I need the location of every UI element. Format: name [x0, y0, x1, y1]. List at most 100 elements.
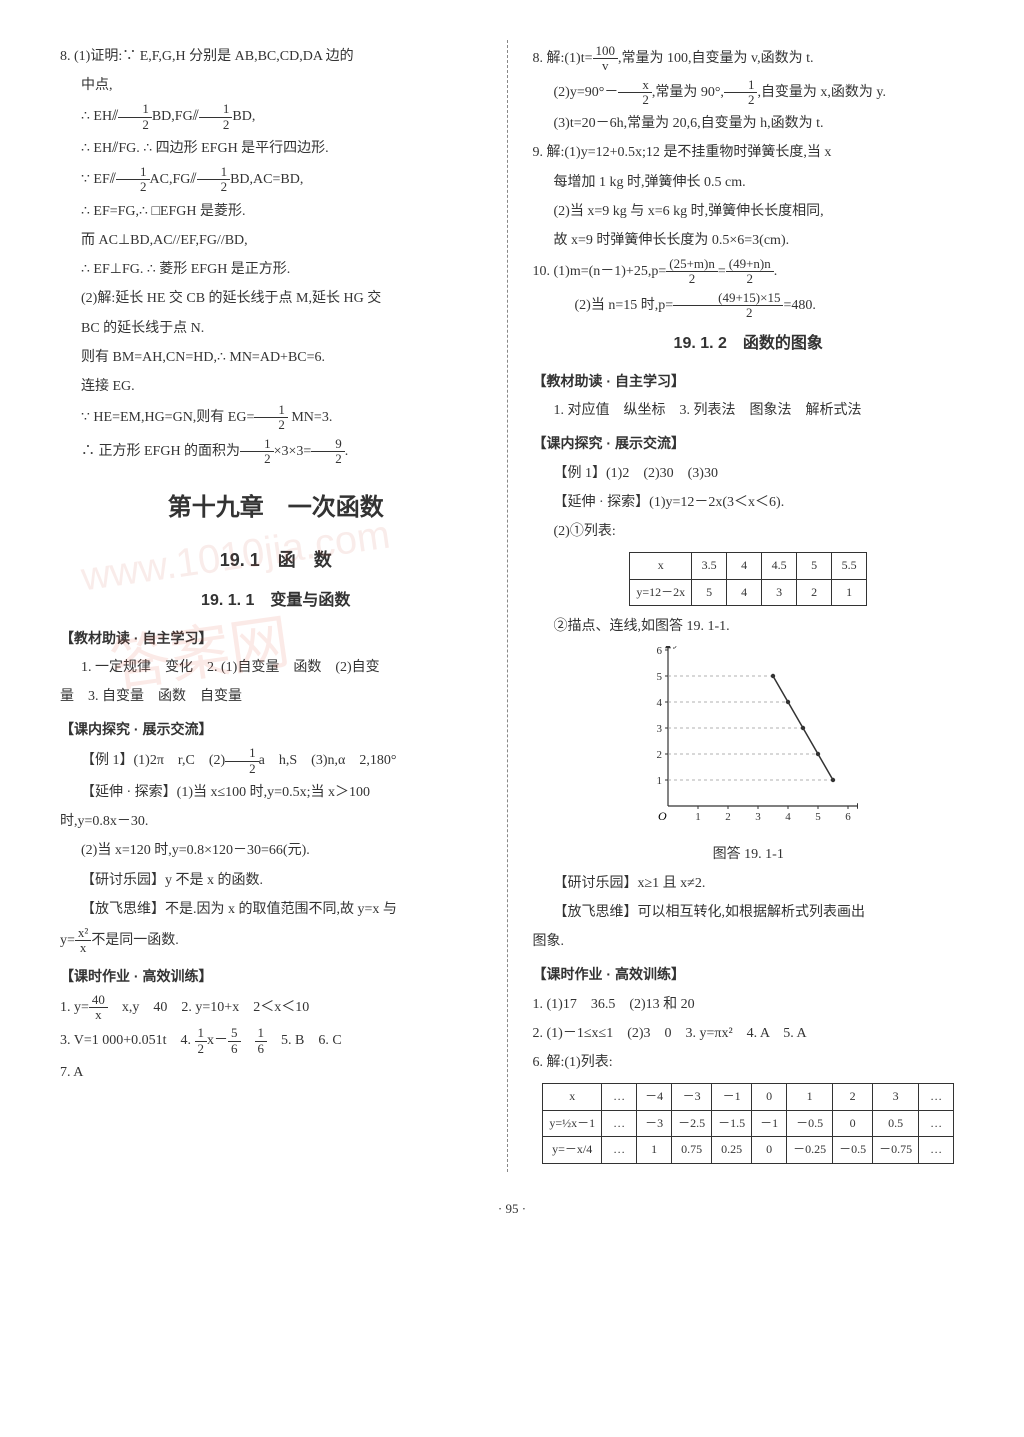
txt: x,y 40 2. y=10+x 2＜x＜10 — [108, 1000, 309, 1015]
txt: 不是同一函数. — [91, 933, 179, 948]
txt: a h,S (3)n,α 2,180° — [259, 753, 397, 768]
txt: ∵ EF⫽ — [81, 172, 116, 187]
r-ffs: 【放飞思维】可以相互转化,如根据解析式列表画出 — [533, 900, 965, 925]
subsection-title: 19. 1. 1 变量与函数 — [60, 587, 492, 616]
heading-kenei-r: 【课内探究 · 展示交流】 — [533, 431, 965, 456]
txt: 3. V=1 000+0.051t 4. — [60, 1033, 195, 1048]
table-cell: 0.75 — [672, 1137, 712, 1164]
txt: 8. 解:(1)t= — [533, 51, 593, 66]
heading-zizhu-r: 【教材助读 · 自主学习】 — [533, 369, 965, 394]
frac-100v: 100v — [593, 44, 619, 74]
p8-l4: ∴ EH⫽FG. ∴ 四边形 EFGH 是平行四边形. — [60, 136, 492, 161]
p8-l1: 8. (1)证明:∵ E,F,G,H 分别是 AB,BC,CD,DA 边的 — [60, 44, 492, 69]
svg-text:3: 3 — [756, 811, 762, 823]
r-q8-l1: 8. 解:(1)t=100v,常量为 100,自变量为 v,函数为 t. — [533, 44, 965, 74]
heading-kenei: 【课内探究 · 展示交流】 — [60, 717, 492, 742]
table-cell: 5.5 — [832, 553, 867, 580]
p8-l10: BC 的延长线于点 N. — [60, 316, 492, 341]
svg-text:2: 2 — [726, 811, 732, 823]
table-cell: 2 — [797, 579, 832, 606]
txt: = — [718, 264, 726, 279]
frac-half: 12 — [118, 102, 152, 132]
p8-l2: 中点, — [60, 73, 492, 98]
frac-half: 12 — [225, 746, 259, 776]
r-t1: 1. 对应值 纵坐标 3. 列表法 图象法 解析式法 — [533, 398, 965, 423]
line-graph: 123456123456yxO — [638, 646, 858, 836]
q3: 3. V=1 000+0.051t 4. 12x－56 16 5. B 6. C — [60, 1026, 492, 1056]
txt: (2)y=90°－ — [554, 85, 619, 100]
heading-zuoye: 【课时作业 · 高效训练】 — [60, 964, 492, 989]
r-ytly: 【研讨乐园】x≥1 且 x≠2. — [533, 871, 965, 896]
p8-l12: 连接 EG. — [60, 374, 492, 399]
txt: =480. — [783, 298, 815, 313]
table-cell: 0 — [833, 1110, 873, 1137]
table-cell: 3.5 — [692, 553, 727, 580]
txt: AC,FG⫽ — [150, 172, 197, 187]
p8-l5: ∵ EF⫽12AC,FG⫽12BD,AC=BD, — [60, 165, 492, 195]
graph-caption: 图答 19. 1-1 — [533, 842, 965, 867]
p8-l6: ∴ EF=FG,∴ □EFGH 是菱形. — [60, 199, 492, 224]
txt: 【例 1】(1)2π r,C (2) — [81, 753, 225, 768]
q7: 7. A — [60, 1060, 492, 1085]
table-cell: 1 — [787, 1084, 833, 1111]
table-cell: －2.5 — [672, 1110, 712, 1137]
r-ex1: 【例 1】(1)2 (2)30 (3)30 — [533, 461, 965, 486]
txt: 1. y= — [60, 1000, 89, 1015]
r-q9-l1: 9. 解:(1)y=12+0.5x;12 是不挂重物时弹簧长度,当 x — [533, 140, 965, 165]
table-cell: 4 — [727, 579, 762, 606]
r-q6: 6. 解:(1)列表: — [533, 1050, 965, 1075]
frac-half: 12 — [116, 165, 150, 195]
r-q8-l3: (3)t=20－6h,常量为 20,6,自变量为 h,函数为 t. — [533, 111, 965, 136]
table-cell: 1 — [637, 1137, 672, 1164]
txt: (2)当 n=15 时,p= — [575, 298, 674, 313]
table-cell: 1 — [832, 579, 867, 606]
txt: BD,AC=BD, — [230, 172, 303, 187]
table-cell: y=－x/4 — [543, 1137, 602, 1164]
table-cell: 4.5 — [762, 553, 797, 580]
p8-l11: 则有 BM=AH,CN=HD,∴ MN=AD+BC=6. — [60, 345, 492, 370]
table-2: x…－4－3－10123…y=½x－1…－3－2.5－1.5－1－0.500.5… — [542, 1083, 954, 1164]
txt: BD, — [232, 109, 255, 124]
ex1: 【例 1】(1)2π r,C (2)12a h,S (3)n,α 2,180° — [60, 746, 492, 776]
r-ffs2: 图象. — [533, 929, 965, 954]
svg-text:6: 6 — [657, 646, 663, 657]
svg-text:1: 1 — [696, 811, 702, 823]
heading-zuoye-r: 【课时作业 · 高效训练】 — [533, 962, 965, 987]
table-cell: x — [543, 1084, 602, 1111]
table-cell: －3 — [672, 1084, 712, 1111]
frac-half: 12 — [254, 403, 288, 433]
svg-text:4: 4 — [657, 697, 663, 709]
ffs2: y=x²x不是同一函数. — [60, 926, 492, 956]
r-ext2: (2)①列表: — [533, 519, 965, 544]
frac-f2: (49+n)n2 — [726, 257, 774, 287]
frac-half: 12 — [240, 437, 274, 467]
table-cell: 4 — [727, 553, 762, 580]
txt: ,自变量为 x,函数为 y. — [757, 85, 886, 100]
table-cell: 0.5 — [873, 1110, 919, 1137]
frac-half: 12 — [195, 1026, 208, 1056]
table-cell: y=12－2x — [630, 579, 692, 606]
ffs: 【放飞思维】不是.因为 x 的取值范围不同,故 y=x 与 — [60, 897, 492, 922]
table-cell: 0 — [752, 1084, 787, 1111]
table-cell: －1 — [712, 1084, 752, 1111]
r-q10-l2: (2)当 n=15 时,p=(49+15)×152=480. — [533, 291, 965, 321]
table-cell: … — [602, 1084, 637, 1111]
p8-l8: ∴ EF⊥FG. ∴ 菱形 EFGH 是正方形. — [60, 257, 492, 282]
table-cell: … — [919, 1084, 954, 1111]
table-cell: … — [919, 1110, 954, 1137]
txt: 5. B 6. C — [267, 1033, 342, 1048]
p8-l7: 而 AC⊥BD,AC//EF,FG//BD, — [60, 228, 492, 253]
chapter-title: 第十九章 一次函数 — [60, 486, 492, 529]
heading-zizhu: 【教材助读 · 自主学习】 — [60, 626, 492, 651]
table-cell: 0.25 — [712, 1137, 752, 1164]
r-q9-l3: (2)当 x=9 kg 与 x=6 kg 时,弹簧伸长长度相同, — [533, 199, 965, 224]
txt: MN=3. — [288, 410, 332, 425]
svg-text:2: 2 — [657, 749, 663, 761]
svg-text:5: 5 — [657, 671, 663, 683]
p8-l14: ∴ 正方形 EFGH 的面积为12×3×3=92. — [60, 437, 492, 467]
page-columns: 答案网 www.1010jia.com 8. (1)证明:∵ E,F,G,H 分… — [60, 40, 964, 1172]
r-ext1: 【延伸 · 探索】(1)y=12－2x(3＜x＜6). — [533, 490, 965, 515]
table-cell: x — [630, 553, 692, 580]
table-cell: y=½x－1 — [543, 1110, 602, 1137]
table-cell: －0.75 — [873, 1137, 919, 1164]
